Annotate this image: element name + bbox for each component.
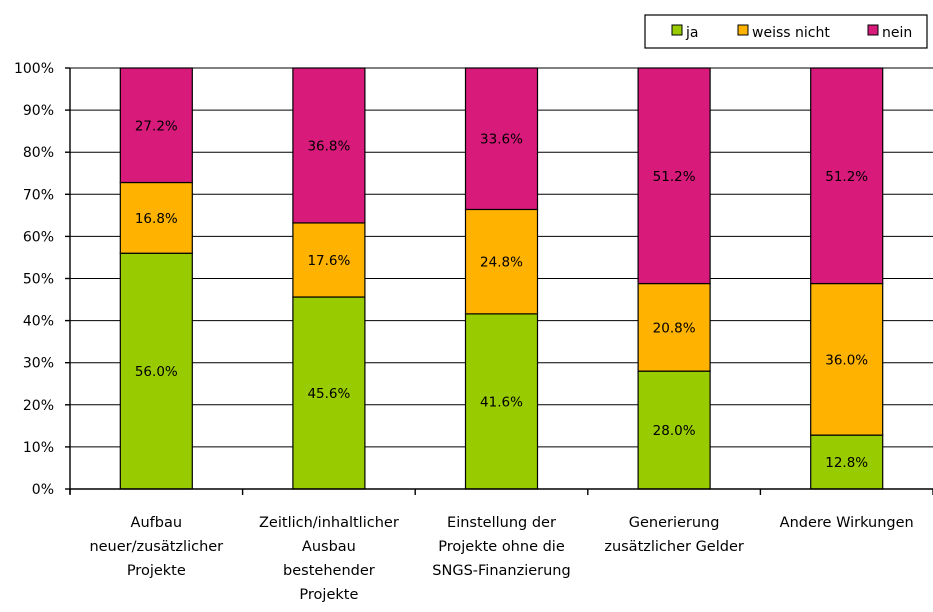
category-label: Projekte (127, 563, 186, 579)
category-label: Projekte ohne die (438, 539, 565, 555)
data-label: 41.6% (480, 394, 523, 410)
y-tick-label: 20% (23, 398, 54, 414)
data-label: 36.0% (825, 352, 868, 368)
data-label: 24.8% (480, 255, 523, 271)
y-tick-label: 30% (23, 356, 54, 372)
y-tick-label: 0% (32, 482, 54, 498)
category-label: Ausbau (302, 539, 356, 555)
x-axis-labels: Aufbau neuer/zusätzlicher Projekte Zeitlich… (89, 515, 913, 603)
bar-segment (637, 67, 711, 285)
category-label: SNGS-Finanzierung (432, 563, 570, 579)
y-tick-label: 100% (14, 61, 54, 77)
category-label: Zeitlich/inhaltlicher (259, 515, 399, 531)
category-label: Einstellung der (447, 515, 556, 531)
data-label: 45.6% (307, 386, 350, 402)
y-axis-ticks: 0% 10% 20% 30% 40% 50% 60% 70% 80% 90% 100% (14, 61, 70, 498)
bar-segment (464, 67, 539, 211)
legend-swatch (671, 24, 683, 36)
category-label: bestehender (283, 563, 375, 579)
data-label: 51.2% (653, 169, 696, 185)
bar-segment (810, 67, 884, 285)
legend-swatch (867, 24, 879, 36)
legend-box (644, 14, 928, 49)
data-label: 20.8% (653, 320, 696, 336)
category-label: zusätzlicher Gelder (604, 539, 744, 555)
data-label: 56.0% (135, 364, 178, 380)
y-tick-label: 80% (23, 145, 54, 161)
data-label: 36.8% (307, 138, 350, 154)
category-label: Generierung (629, 515, 720, 531)
legend-label: weiss nicht (752, 25, 830, 41)
data-label: 27.2% (135, 118, 178, 134)
category-label: Projekte (299, 587, 358, 603)
y-tick-label: 70% (23, 187, 54, 203)
data-label: 51.2% (825, 169, 868, 185)
data-label: 33.6% (480, 132, 523, 148)
bars: 56.0% 16.8% 27.2% 45.6% 17.6% 36.8% 41.6% 24.8%… (119, 67, 884, 490)
legend: ja weiss nicht nein (644, 14, 928, 49)
bar-segment (292, 296, 366, 490)
y-tick-label: 50% (23, 272, 54, 288)
legend-swatch (737, 24, 749, 36)
legend-label: ja (685, 25, 698, 41)
category-label: Aufbau (131, 515, 183, 531)
y-tick-label: 60% (23, 229, 54, 245)
y-tick-label: 40% (23, 314, 54, 330)
category-label: neuer/zusätzlicher (89, 539, 223, 555)
axes (69, 68, 933, 495)
y-tick-label: 90% (23, 103, 54, 119)
category-label: Andere Wirkungen (780, 515, 914, 531)
bar-segment (119, 67, 193, 184)
data-label: 28.0% (653, 423, 696, 439)
bar-segment (292, 67, 366, 224)
data-label: 12.8% (825, 455, 868, 471)
legend-label: nein (882, 25, 912, 41)
bar-segment (119, 181, 193, 254)
bar-segment (810, 434, 884, 490)
bar-segment (464, 313, 539, 490)
data-label: 16.8% (135, 211, 178, 227)
bar-segment (464, 208, 539, 315)
y-tick-label: 10% (23, 440, 54, 456)
bar-segment (637, 282, 711, 372)
data-label: 17.6% (307, 253, 350, 269)
